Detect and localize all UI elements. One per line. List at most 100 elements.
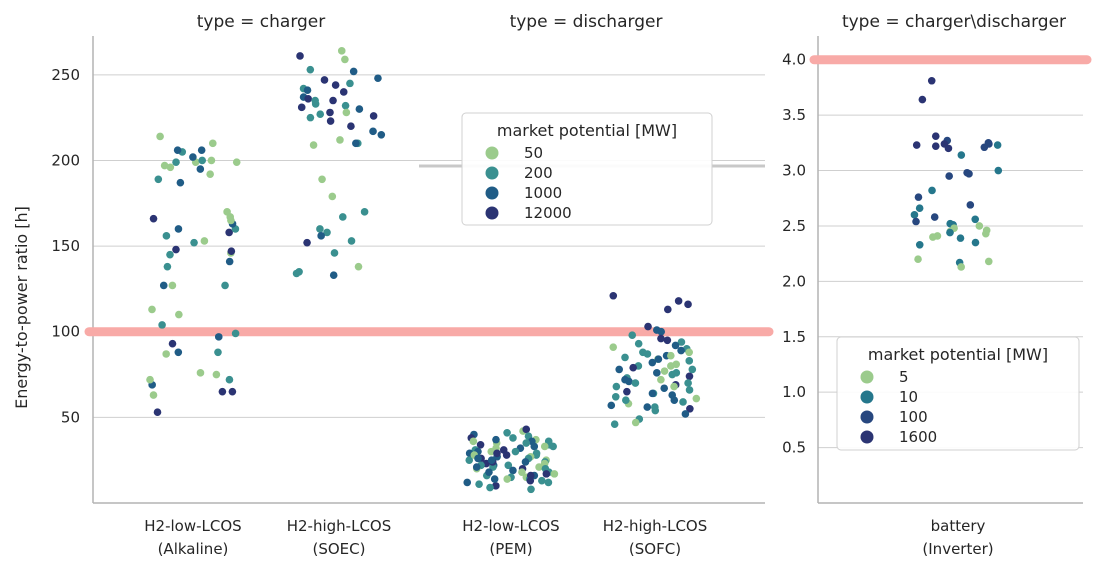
data-point [660, 367, 669, 375]
data-point [341, 101, 350, 110]
data-point [231, 329, 240, 338]
data-point [168, 281, 177, 290]
data-point [196, 369, 205, 377]
data-point [521, 458, 530, 466]
data-point [993, 141, 1002, 149]
data-point [657, 375, 665, 384]
data-point [311, 100, 320, 108]
data-point [518, 468, 526, 476]
data-point [544, 478, 553, 487]
legend-marker [485, 146, 499, 160]
data-point [503, 475, 512, 483]
data-point [214, 333, 223, 341]
data-point [337, 47, 346, 55]
x-tick-sublabel: (SOEC) [313, 540, 366, 558]
data-point [644, 322, 652, 331]
data-point [172, 158, 180, 166]
data-point [223, 208, 231, 216]
data-point [228, 387, 237, 396]
data-point [685, 372, 694, 381]
data-point [685, 386, 694, 394]
y-tick-label: 100 [51, 323, 80, 341]
panel-2: type = discharger H2-low-LCOS (PEM) H2-high… [462, 12, 707, 558]
legend-box [461, 112, 713, 226]
data-point [535, 463, 543, 471]
data-point [612, 382, 621, 391]
x-tick-label: H2-high-LCOS [603, 517, 708, 535]
data-point [326, 108, 334, 117]
data-point [469, 437, 478, 446]
data-point [347, 237, 356, 245]
legend-marker [860, 410, 874, 424]
data-point [465, 456, 474, 464]
data-point [206, 170, 214, 178]
data-point [621, 353, 629, 362]
data-point [292, 269, 301, 278]
legend-label: 1600 [899, 428, 937, 446]
data-point [532, 451, 541, 459]
data-point [154, 175, 163, 184]
data-point [918, 95, 927, 104]
legend-marker [485, 206, 499, 220]
data-point [657, 327, 666, 336]
data-point [975, 222, 984, 230]
data-point [148, 305, 156, 314]
data-point [225, 257, 234, 266]
y-tick-label: 1.0 [782, 383, 806, 401]
x-tick-label: H2-high-LCOS [287, 517, 392, 535]
data-point [317, 232, 325, 240]
data-point [162, 232, 171, 240]
data-point [971, 238, 980, 247]
data-point [472, 463, 481, 471]
data-point [944, 144, 953, 153]
data-point [159, 281, 168, 290]
legend-1: market potential [MW] 50 200 1000 12000 [461, 112, 713, 226]
y-tick-label: 250 [51, 66, 80, 84]
data-point [677, 338, 686, 346]
data-point [369, 112, 378, 120]
data-point [915, 204, 924, 213]
data-point [503, 428, 511, 437]
data-point [685, 357, 694, 365]
legend-label: 10 [899, 388, 918, 406]
data-point [349, 67, 358, 76]
data-point [686, 405, 694, 413]
data-point [965, 170, 973, 178]
data-point [692, 394, 701, 403]
legend-label: 50 [524, 144, 543, 162]
data-point [622, 396, 630, 405]
data-point [377, 130, 386, 139]
data-point [527, 485, 535, 494]
data-point [346, 79, 354, 88]
data-point [629, 363, 637, 372]
data-point [162, 350, 170, 358]
y-tick-label: 150 [51, 237, 80, 255]
y-tick-label: 4.0 [782, 51, 806, 69]
data-point [930, 213, 939, 221]
data-point [149, 214, 158, 223]
data-point [218, 387, 227, 396]
data-point [670, 382, 678, 391]
data-point [149, 391, 158, 399]
data-point [476, 440, 485, 449]
data-point [621, 375, 629, 384]
data-point [679, 398, 687, 406]
data-point [945, 172, 953, 180]
data-point [910, 211, 919, 219]
data-point [502, 451, 511, 459]
panel-title: type = charger [197, 12, 326, 32]
data-point [946, 228, 954, 237]
data-point [956, 234, 965, 242]
legends: market potential [MW]50200100012000marke… [419, 112, 1080, 451]
data-point [485, 468, 493, 476]
data-point [329, 271, 338, 280]
legend-label: 5 [899, 368, 909, 386]
data-point [347, 122, 355, 130]
data-point [914, 193, 923, 201]
data-point [304, 94, 312, 103]
data-point [634, 339, 643, 348]
data-point [196, 165, 205, 173]
data-point [685, 348, 693, 357]
legend-marker [860, 430, 874, 444]
